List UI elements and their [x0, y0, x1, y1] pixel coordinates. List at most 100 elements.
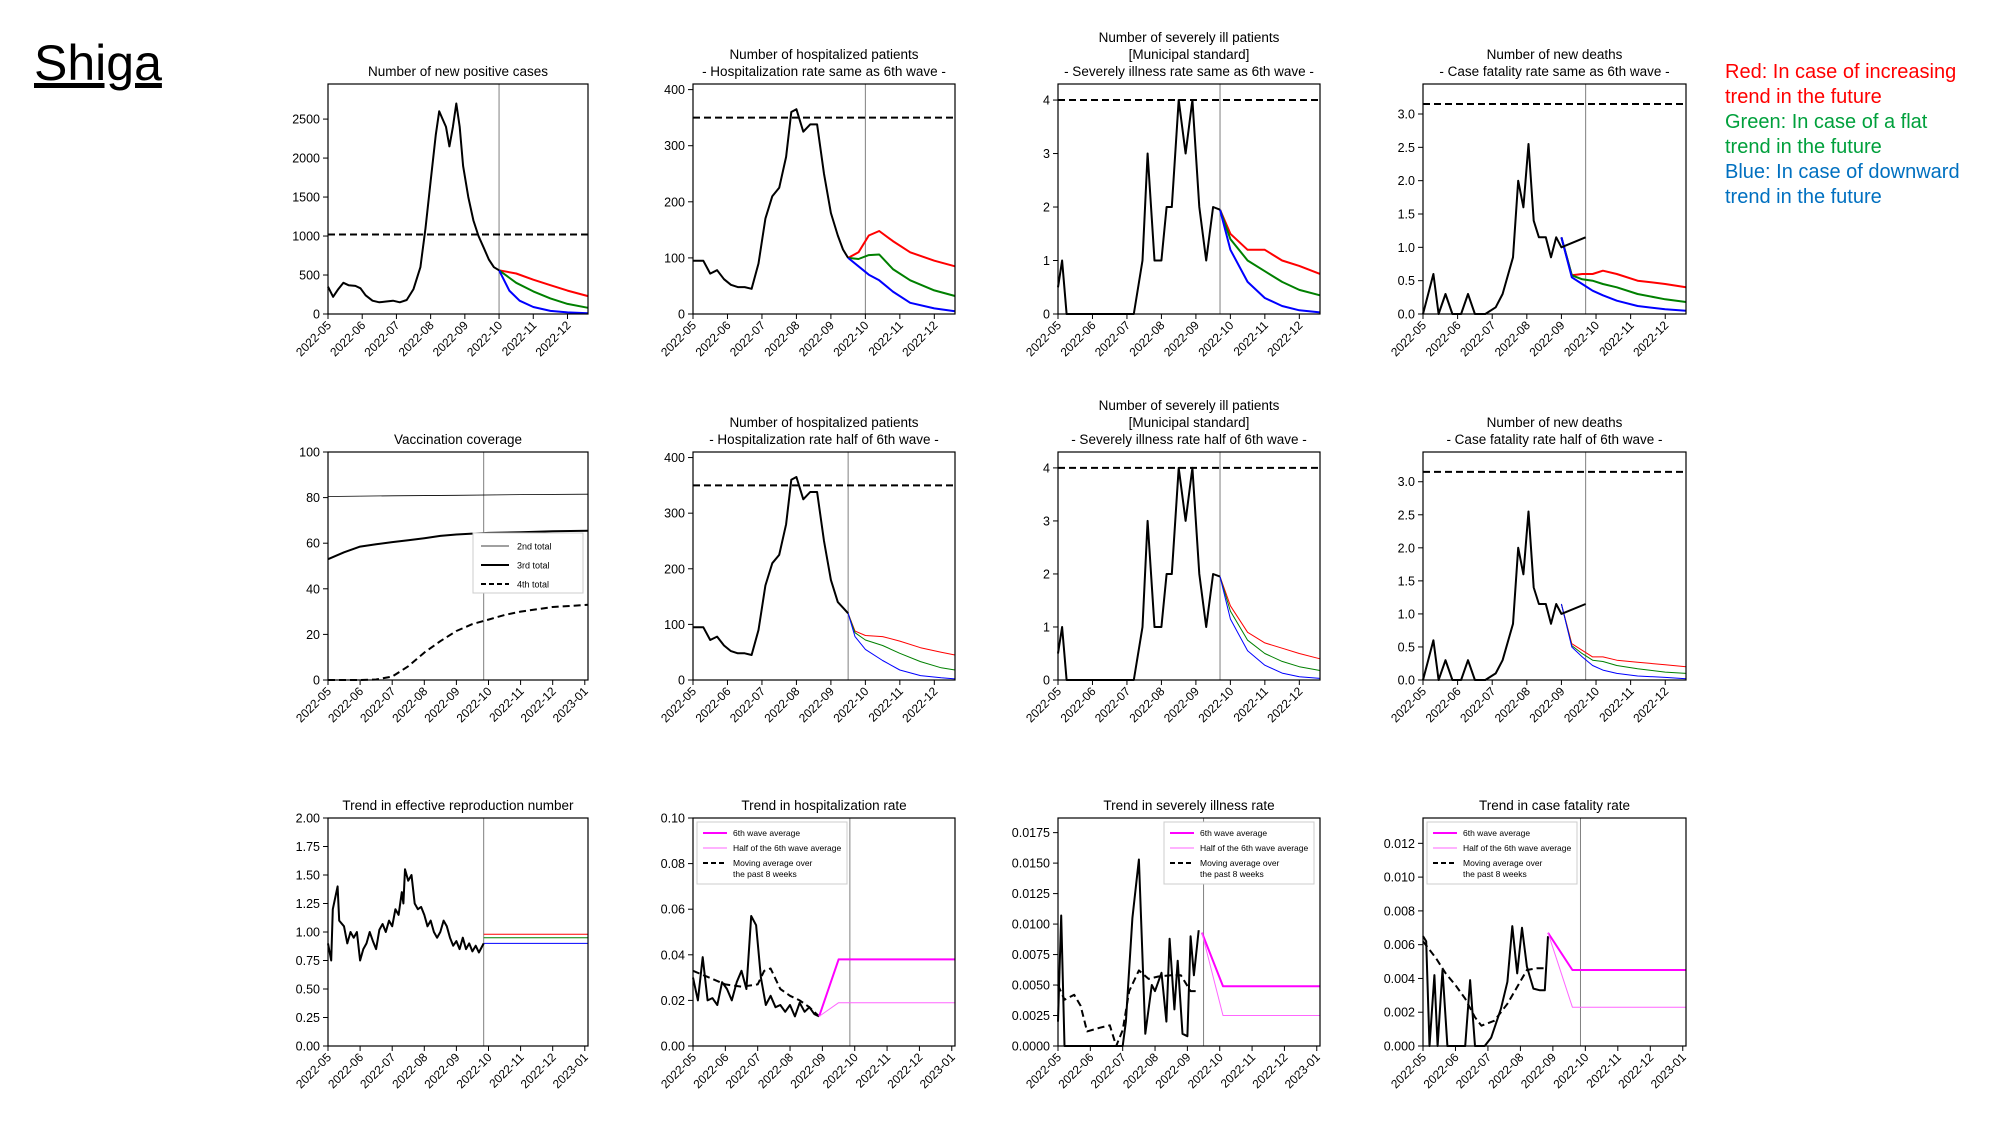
y-tick-label: 3.0	[1398, 475, 1415, 489]
series-half-sixth-wave-average	[818, 1002, 955, 1017]
legend-label: the past 8 weeks	[1463, 869, 1527, 879]
y-tick-label: 100	[664, 618, 685, 632]
y-tick-label: 0.06	[661, 903, 685, 917]
x-tick-label: 2022-05	[1023, 318, 1064, 359]
legend-box	[696, 821, 848, 885]
y-tick-label: 0.50	[296, 983, 320, 997]
x-tick-label: 2022-09	[1161, 318, 1202, 359]
y-tick-label: 0.5	[1398, 274, 1415, 288]
x-tick-label: 2022-10	[454, 1050, 495, 1091]
x-tick-label: 2022-07	[361, 318, 402, 359]
x-tick-label: 2022-05	[1388, 318, 1429, 359]
x-tick-label: 2022-12	[1264, 318, 1305, 359]
series-actual	[693, 108, 849, 290]
plot-frame	[327, 451, 589, 681]
x-tick-label: 2022-10	[830, 684, 871, 725]
legend-label: 4th total	[517, 580, 549, 590]
chart-deaths_half: Number of new deaths - Case fatality rate…	[1388, 415, 1687, 725]
legend-label: Half of the 6th wave average	[1200, 843, 1308, 853]
x-tick-label: 2022-07	[727, 684, 768, 725]
series-moving-average	[1422, 940, 1547, 1027]
x-tick-label: 2022-07	[1092, 318, 1133, 359]
y-tick-label: 0.0	[1398, 674, 1415, 688]
series-half-sixth-wave-average	[1547, 932, 1686, 1008]
plot-frame	[1422, 817, 1687, 1047]
chart-title: - Case fatality rate half of 6th wave -	[1446, 432, 1662, 447]
series-actual	[1422, 925, 1549, 1047]
x-tick-label: 2022-10	[454, 684, 495, 725]
x-tick-label: 2022-10	[830, 318, 871, 359]
chart-severe_same: Number of severely ill patients [Municipa…	[1023, 30, 1321, 359]
y-tick-label: 0.0075	[1012, 948, 1050, 962]
y-tick-label: 60	[306, 537, 320, 551]
chart-title: Vaccination coverage	[394, 432, 522, 447]
x-tick-label: 2022-11	[866, 318, 907, 359]
y-tick-label: 2.0	[1398, 174, 1415, 188]
series-red-increasing	[1560, 603, 1687, 668]
legend-label: 3rd total	[517, 561, 550, 571]
legend-green-line1: Green: In case of a flat	[1725, 111, 1928, 133]
legend-red-line2: trend in the future	[1725, 86, 1882, 108]
x-tick-label: 2022-06	[693, 684, 734, 725]
chart-severe_half: Number of severely ill patients [Municipa…	[1023, 398, 1321, 725]
y-tick-label: 100	[664, 251, 685, 265]
x-tick-label: 2022-05	[658, 684, 699, 725]
legend-label: Half of the 6th wave average	[1463, 843, 1571, 853]
x-tick-label: 2022-12	[1264, 684, 1305, 725]
x-tick-label: 2022-07	[1457, 318, 1498, 359]
chart-cfr: Trend in case fatality rate 0.000 0.002 0.0…	[1384, 798, 1689, 1091]
legend-label: 6th wave average	[1463, 828, 1530, 838]
x-tick-label: 2022-09	[1161, 684, 1202, 725]
x-tick-label: 2023-01	[550, 684, 591, 725]
series-2nd-total	[327, 493, 589, 497]
chart-title: Number of new deaths	[1487, 415, 1623, 430]
y-tick-label: 2000	[292, 152, 320, 166]
y-tick-label: 1.50	[296, 869, 320, 883]
chart-deaths_same: Number of new deaths - Case fatality rate…	[1388, 47, 1687, 359]
series-green-flat	[1219, 576, 1321, 671]
y-tick-label: 0	[1043, 674, 1050, 688]
series-actual	[692, 915, 820, 1018]
y-tick-label: 1.5	[1398, 574, 1415, 588]
y-tick-label: 0.25	[296, 1011, 320, 1025]
y-tick-label: 0	[678, 308, 685, 322]
y-tick-label: 100	[299, 446, 320, 460]
y-tick-label: 0	[313, 674, 320, 688]
plot-frame	[1057, 451, 1321, 681]
y-tick-label: 2.5	[1398, 508, 1415, 522]
series-blue-downward	[1560, 603, 1687, 680]
y-tick-label: 0.002	[1384, 1006, 1415, 1020]
y-tick-label: 2500	[292, 113, 320, 127]
y-tick-label: 1.0	[1398, 607, 1415, 621]
y-tick-label: 3	[1043, 147, 1050, 161]
plot-frame	[1422, 451, 1687, 681]
legend-blue-line1: Blue: In case of downward	[1725, 161, 1960, 183]
series-blue-downward	[847, 613, 956, 680]
x-tick-label: 2022-08	[1126, 318, 1167, 359]
y-tick-label: 1	[1043, 254, 1050, 268]
series-3rd-total	[327, 529, 589, 561]
x-tick-label: 2022-05	[293, 318, 334, 359]
series-red-increasing	[847, 230, 956, 268]
x-tick-label: 2022-11	[499, 318, 540, 359]
chart-title: Number of new deaths	[1487, 47, 1623, 62]
x-tick-label: 2022-06	[327, 318, 368, 359]
legend-label: Half of the 6th wave average	[733, 843, 841, 853]
y-tick-label: 200	[664, 195, 685, 209]
y-tick-label: 400	[664, 83, 685, 97]
plot-frame	[1422, 83, 1687, 315]
x-tick-label: 2022-10	[1550, 1050, 1591, 1091]
chart-title: - Case fatality rate same as 6th wave -	[1439, 64, 1669, 79]
series-green-flat	[498, 269, 589, 309]
y-tick-label: 400	[664, 451, 685, 465]
y-tick-label: 20	[306, 628, 320, 642]
y-tick-label: 2.00	[296, 812, 320, 826]
series-actual	[1057, 99, 1221, 315]
chart-title: Number of severely ill patients	[1099, 398, 1280, 413]
x-tick-label: 2022-12	[899, 318, 940, 359]
series-green-flat	[1560, 237, 1687, 303]
y-tick-label: 0	[313, 308, 320, 322]
y-tick-label: 300	[664, 139, 685, 153]
y-tick-label: 0.004	[1384, 972, 1415, 986]
y-tick-label: 200	[664, 562, 685, 576]
